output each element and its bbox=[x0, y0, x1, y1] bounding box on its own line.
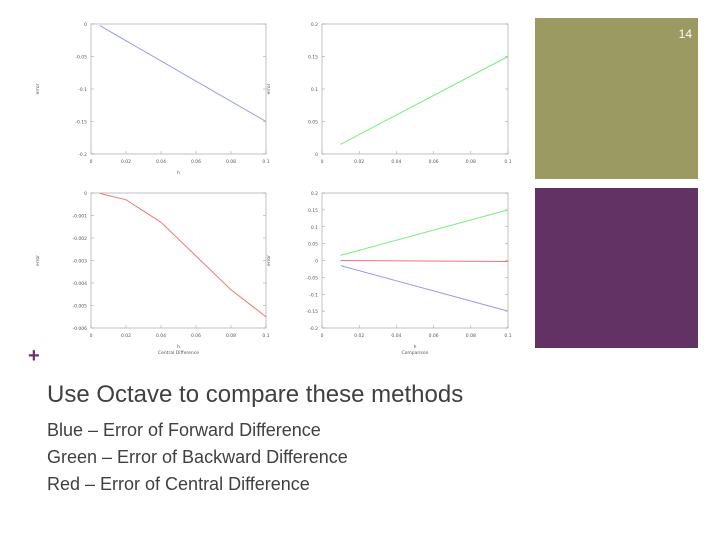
y-axis-label: error bbox=[266, 255, 272, 266]
y-tick-label: -0.004 bbox=[72, 281, 87, 287]
x-tick-label: 0 bbox=[321, 333, 324, 339]
y-tick-label: -0.001 bbox=[72, 214, 87, 220]
x-tick-label: 0.08 bbox=[466, 333, 476, 339]
series-line-1 bbox=[99, 192, 267, 318]
y-tick-label: -0.2 bbox=[309, 326, 318, 332]
plot-caption: Central Difference bbox=[158, 350, 199, 355]
x-axis-label: h bbox=[414, 344, 417, 350]
decorative-purple-block bbox=[535, 188, 698, 348]
plot-1: 0-0.05-0.1-0.15-0.20 0.02 0.04 0.06 0.08 0.1e… bbox=[35, 22, 270, 176]
y-tick-label: -0.003 bbox=[72, 259, 87, 265]
x-tick-label: 0 bbox=[90, 333, 93, 339]
x-tick-label: 0.02 bbox=[354, 333, 364, 339]
y-tick-label: 0.05 bbox=[308, 120, 318, 126]
y-tick-label: 0.15 bbox=[308, 55, 318, 61]
plot-frame bbox=[90, 192, 267, 329]
series-line-2 bbox=[340, 260, 509, 262]
y-tick-label: 0.15 bbox=[308, 208, 318, 214]
x-tick-label: 0 bbox=[90, 159, 93, 165]
legend-line-green: Green – Error of Backward Difference bbox=[47, 447, 348, 467]
x-tick-label: 0.04 bbox=[156, 333, 166, 339]
y-axis-label: error bbox=[35, 83, 41, 94]
x-tick-label: 0.04 bbox=[391, 333, 401, 339]
y-tick-label: -0.15 bbox=[306, 309, 318, 315]
slide-heading: Use Octave to compare these methods bbox=[47, 381, 464, 408]
legend-line-blue: Blue – Error of Forward Difference bbox=[47, 420, 321, 440]
x-tick-label: 0.04 bbox=[156, 159, 166, 165]
y-tick-label: -0.006 bbox=[72, 326, 87, 332]
y-axis-label: error bbox=[35, 255, 41, 266]
series-line-3 bbox=[340, 265, 509, 312]
x-tick-label: 0.04 bbox=[391, 159, 401, 165]
x-tick-label: 0.06 bbox=[429, 333, 439, 339]
x-tick-label: 0.1 bbox=[262, 159, 269, 165]
y-tick-label: -0.2 bbox=[78, 152, 87, 158]
y-tick-label: 0.2 bbox=[311, 191, 318, 197]
x-axis-label: h bbox=[177, 344, 180, 350]
bullet-plus-icon: + bbox=[28, 345, 40, 367]
legend-line-red: Red – Error of Central Difference bbox=[47, 474, 310, 494]
decorative-olive-block bbox=[535, 18, 698, 179]
plot-3: 0.2 0.15 0.1 0.05 00 0.02 0.04 0.06 0.08 0.1 error bbox=[266, 22, 512, 165]
octave-plots: 0-0.05-0.1-0.15-0.20 0.02 0.04 0.06 0.08 0.1e… bbox=[35, 22, 512, 355]
y-tick-label: -0.005 bbox=[72, 304, 87, 310]
x-tick-label: 0.06 bbox=[191, 159, 201, 165]
x-tick-label: 0.08 bbox=[466, 159, 476, 165]
plot-frame bbox=[90, 23, 267, 155]
y-tick-label: -0.1 bbox=[309, 292, 318, 298]
plot-4: 0.20.150.10.050-0.05-0.1-0.15-0.20 0.02 0.… bbox=[266, 191, 512, 355]
x-tick-label: 0.1 bbox=[504, 333, 511, 339]
y-tick-label: 0 bbox=[315, 152, 318, 158]
x-tick-label: 0.08 bbox=[226, 159, 236, 165]
y-tick-label: -0.05 bbox=[75, 55, 87, 61]
y-tick-label: -0.05 bbox=[306, 275, 318, 281]
y-axis-label: error bbox=[266, 83, 272, 94]
x-tick-label: 0 bbox=[321, 159, 324, 165]
x-axis-label: h bbox=[177, 170, 180, 176]
y-tick-label: 0.1 bbox=[311, 87, 318, 93]
x-tick-label: 0.06 bbox=[191, 333, 201, 339]
y-tick-label: 0.1 bbox=[311, 225, 318, 231]
y-tick-label: 0 bbox=[315, 259, 318, 265]
x-tick-label: 0.1 bbox=[504, 159, 511, 165]
y-tick-label: -0.1 bbox=[78, 87, 87, 93]
y-tick-label: 0.2 bbox=[311, 22, 318, 28]
plot-frame bbox=[321, 23, 509, 155]
x-tick-label: 0.08 bbox=[226, 333, 236, 339]
slide-number: 14 bbox=[678, 27, 692, 41]
y-tick-label: -0.002 bbox=[72, 236, 87, 242]
series-line-1 bbox=[99, 25, 267, 122]
y-tick-label: 0 bbox=[84, 191, 87, 197]
x-tick-label: 0.02 bbox=[354, 159, 364, 165]
plot-caption: Comparison bbox=[402, 350, 429, 355]
y-tick-label: 0 bbox=[84, 22, 87, 28]
x-tick-label: 0.02 bbox=[121, 333, 131, 339]
y-tick-label: -0.15 bbox=[75, 120, 87, 126]
x-tick-label: 0.02 bbox=[121, 159, 131, 165]
x-tick-label: 0.06 bbox=[429, 159, 439, 165]
series-line-1 bbox=[340, 209, 509, 256]
x-tick-label: 0.1 bbox=[262, 333, 269, 339]
series-line-1 bbox=[340, 56, 509, 145]
y-tick-label: 0.05 bbox=[308, 242, 318, 248]
